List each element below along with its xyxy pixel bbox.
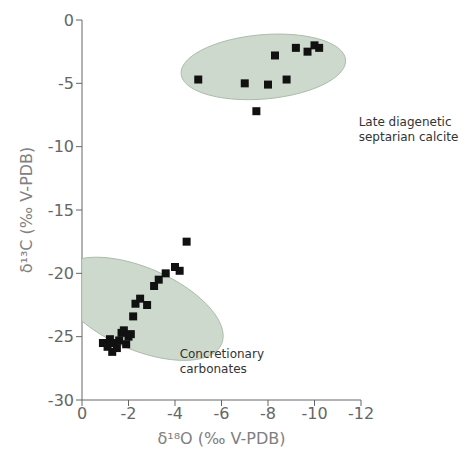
svg-text:-12: -12 [348,404,374,423]
svg-text:-5: -5 [58,74,74,93]
svg-text:Late diageneticseptarian calci: Late diageneticseptarian calcite [359,115,459,143]
svg-text:δ¹³C (‰ V-PDB): δ¹³C (‰ V-PDB) [17,147,36,274]
svg-text:-15: -15 [48,201,74,220]
svg-text:δ¹⁸O (‰ V-PDB): δ¹⁸O (‰ V-PDB) [157,429,285,448]
svg-text:-6: -6 [214,404,230,423]
svg-text:0: 0 [64,11,74,30]
svg-text:-25: -25 [48,327,74,346]
svg-text:-4: -4 [167,404,183,423]
svg-text:-20: -20 [48,264,74,283]
svg-text:Concretionarycarbonates: Concretionarycarbonates [180,347,264,375]
svg-text:-10: -10 [48,137,74,156]
svg-text:-10: -10 [301,404,327,423]
svg-text:-30: -30 [48,391,74,410]
svg-text:-8: -8 [260,404,276,423]
svg-text:-2: -2 [121,404,137,423]
svg-text:0: 0 [77,404,87,423]
